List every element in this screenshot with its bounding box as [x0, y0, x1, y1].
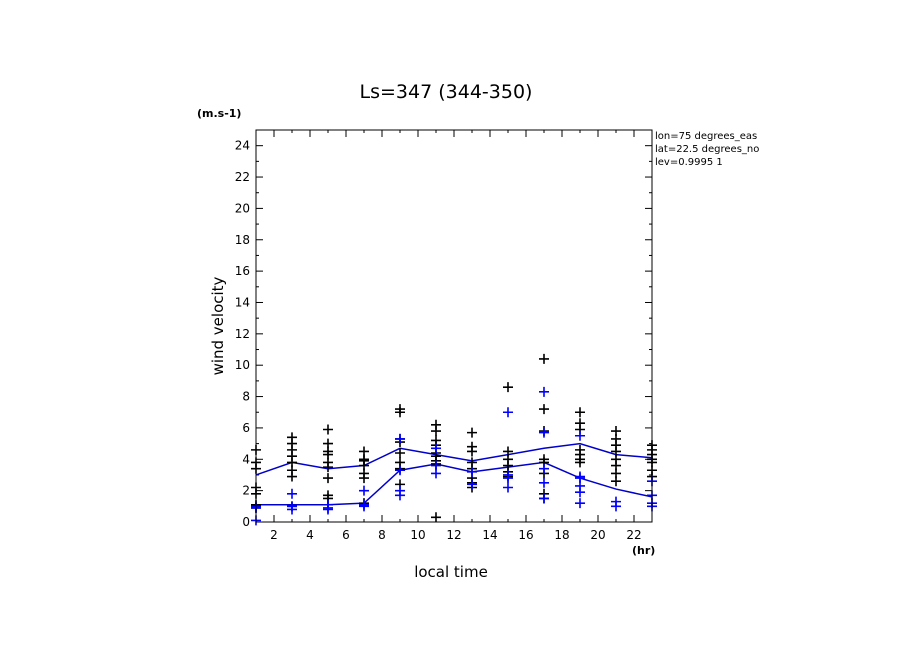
x-tick-label: 16 — [518, 528, 533, 542]
data-point-marker — [287, 471, 297, 482]
data-point-marker — [575, 498, 585, 509]
data-point-marker — [323, 462, 333, 473]
data-point-marker — [287, 488, 297, 499]
y-unit-label: (m.s-1) — [197, 107, 241, 120]
info-line: lat=22.5 degrees_no — [655, 144, 759, 155]
x-axis-label: local time — [414, 563, 488, 581]
data-point-marker — [359, 501, 369, 512]
y-tick-label: 14 — [235, 295, 250, 309]
data-point-marker — [503, 382, 513, 393]
x-unit-label: (hr) — [632, 544, 655, 557]
data-point-marker — [575, 457, 585, 468]
data-point-marker — [431, 512, 441, 523]
data-point-marker — [431, 468, 441, 479]
y-tick-label: 22 — [235, 170, 250, 184]
data-point-marker — [575, 430, 585, 441]
y-tick-label: 12 — [235, 327, 250, 341]
data-point-marker — [359, 473, 369, 484]
data-point-marker — [323, 473, 333, 484]
info-line: lon=75 degrees_eas — [655, 131, 757, 142]
info-block: lon=75 degrees_eas lat=22.5 degrees_nolev… — [655, 131, 759, 168]
mean-lines — [255, 442, 653, 506]
x-tick-label: 2 — [270, 528, 278, 542]
y-tick-label: 18 — [235, 233, 250, 247]
x-tick-label: 8 — [378, 528, 386, 542]
chart-title: Ls=347 (344-350) — [360, 81, 533, 103]
data-point-marker — [539, 493, 549, 504]
y-axis-label: wind velocity — [209, 276, 227, 375]
data-point-marker — [395, 465, 405, 476]
data-point-marker — [611, 476, 621, 487]
data-point-marker — [539, 463, 549, 474]
x-tick-label: 12 — [446, 528, 461, 542]
data-point-marker — [575, 487, 585, 498]
data-point-marker — [611, 501, 621, 512]
y-tick-label: 4 — [242, 452, 250, 466]
data-point-marker — [539, 427, 549, 438]
data-point-marker — [503, 482, 513, 493]
data-point-marker — [323, 424, 333, 435]
data-point-marker — [503, 473, 513, 484]
x-tick-label: 18 — [554, 528, 569, 542]
y-tick-label: 6 — [242, 421, 250, 435]
x-tick-label: 14 — [482, 528, 497, 542]
data-point-marker — [287, 504, 297, 515]
data-point-marker — [539, 404, 549, 415]
plot-frame — [255, 129, 653, 523]
mean-series-line — [255, 442, 653, 476]
data-point-marker — [539, 353, 549, 364]
y-tick-label: 0 — [242, 515, 250, 529]
x-tick-label: 4 — [306, 528, 314, 542]
x-tick-label: 20 — [590, 528, 605, 542]
data-point-marker — [539, 477, 549, 488]
data-point-marker — [359, 485, 369, 496]
x-tick-label: 22 — [626, 528, 641, 542]
data-point-marker — [395, 490, 405, 501]
y-tick-label: 8 — [242, 390, 250, 404]
y-tick-label: 20 — [235, 201, 250, 215]
data-point-marker — [503, 407, 513, 418]
y-tick-label: 10 — [235, 358, 250, 372]
data-point-marker — [575, 407, 585, 418]
y-tick-label: 2 — [242, 484, 250, 498]
info-line: lev=0.9995 1 — [655, 157, 723, 168]
mean-series-line — [256, 461, 653, 506]
y-tick-label: 24 — [235, 139, 250, 153]
data-markers — [251, 353, 657, 526]
x-tick-label: 6 — [342, 528, 350, 542]
x-tick-label: 10 — [410, 528, 425, 542]
data-point-marker — [395, 448, 405, 459]
data-point-marker — [323, 504, 333, 515]
data-point-marker — [539, 386, 549, 397]
data-point-marker — [395, 433, 405, 444]
data-point-marker — [467, 446, 477, 457]
data-point-marker — [431, 426, 441, 437]
data-point-marker — [467, 479, 477, 490]
data-point-marker — [431, 443, 441, 454]
y-tick-label: 16 — [235, 264, 250, 278]
data-point-marker — [467, 427, 477, 438]
data-point-marker — [467, 466, 477, 477]
data-point-marker — [395, 407, 405, 418]
